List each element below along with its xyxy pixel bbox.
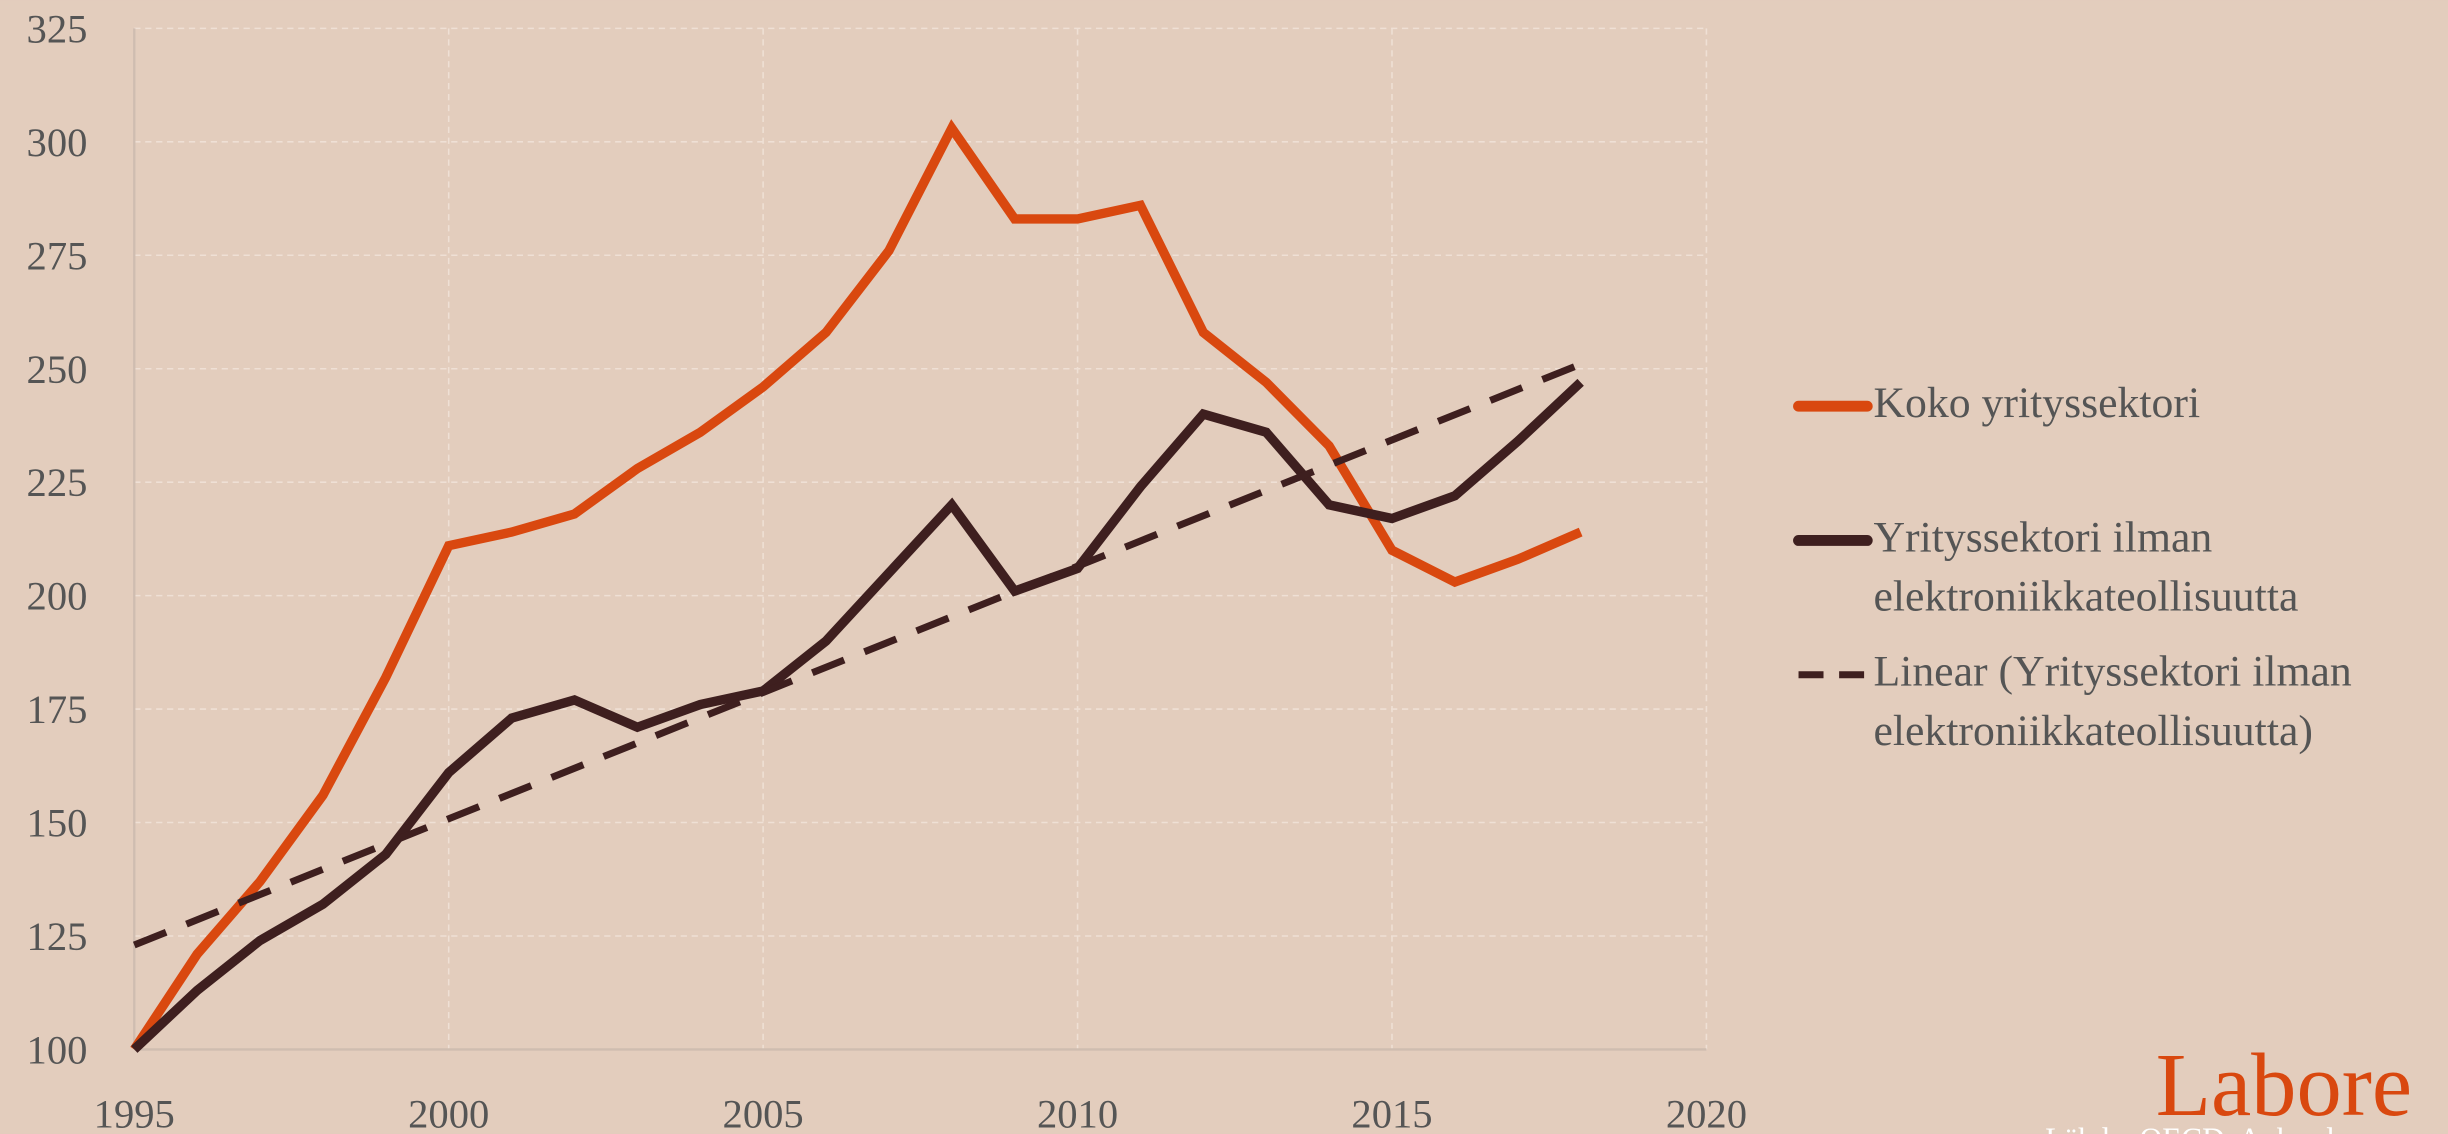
legend-label: Linear (Yrityssektori ilman elektroniikk… [1873, 648, 2352, 756]
x-tick-label: 2010 [1037, 1091, 1118, 1134]
y-tick-label: 225 [27, 460, 88, 505]
series-line [132, 360, 1582, 949]
x-tick-label: 2015 [1351, 1091, 1432, 1134]
y-tick-label: 175 [27, 687, 88, 732]
legend-entry: Linear (Yrityssektori ilman elektroniikk… [1873, 648, 2352, 756]
y-tick-label: 325 [27, 6, 88, 51]
x-tick-label: 2005 [723, 1091, 804, 1134]
y-tick-label: 300 [27, 120, 88, 165]
y-tick-label: 275 [27, 233, 88, 278]
source-note: Lähde: OECD, Anhord [2045, 1121, 2334, 1134]
y-tick-label: 200 [27, 574, 88, 619]
y-tick-label: 100 [27, 1027, 88, 1072]
legend-entry: Yrityssektori ilman elektroniikkateollis… [1873, 513, 2299, 622]
x-tick-label: 2020 [1666, 1091, 1747, 1134]
legend-entry: Koko yrityssektori [1873, 379, 2201, 429]
logo: Labore [2156, 1034, 2412, 1134]
series-line [131, 378, 1584, 1053]
y-tick-label: 250 [27, 347, 88, 392]
legend-label: Yrityssektori ilman elektroniikkateollis… [1873, 513, 2299, 622]
x-tick-label: 1995 [94, 1091, 175, 1134]
y-tick-label: 125 [27, 914, 88, 959]
x-tick-label: 2000 [408, 1091, 489, 1134]
legend-label: Koko yrityssektori [1873, 379, 2201, 429]
y-tick-label: 150 [27, 801, 88, 846]
